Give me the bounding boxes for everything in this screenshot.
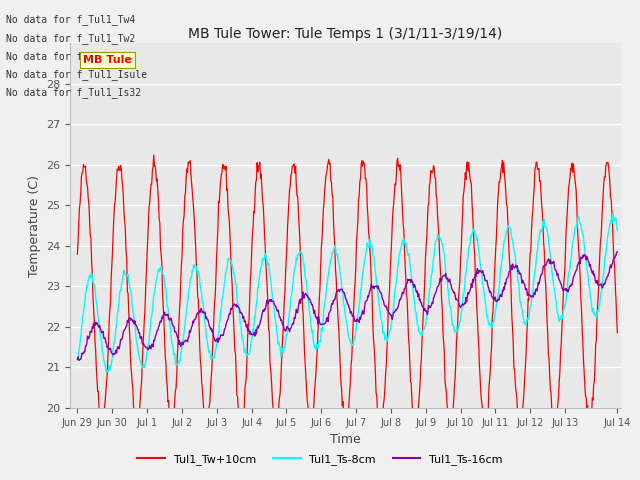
Tul1_Ts-8cm bbox=[418, 332, 426, 338]
Tul1_Ts-8cm bbox=[614, 228, 621, 234]
Tul1_Tw+10cm bbox=[74, 252, 81, 257]
Tul1_Ts-16cm bbox=[402, 283, 410, 288]
Tul1_Tw+10cm bbox=[614, 330, 621, 336]
Tul1_Ts-16cm bbox=[388, 313, 396, 319]
Tul1_Ts-16cm bbox=[108, 349, 115, 355]
Tul1_Ts-16cm bbox=[76, 357, 83, 363]
Tul1_Ts-8cm bbox=[609, 211, 617, 217]
Title: MB Tule Tower: Tule Temps 1 (3/1/11-3/19/14): MB Tule Tower: Tule Temps 1 (3/1/11-3/19… bbox=[188, 27, 503, 41]
Tul1_Ts-16cm bbox=[539, 265, 547, 271]
Tul1_Tw+10cm bbox=[150, 152, 157, 158]
Line: Tul1_Ts-16cm: Tul1_Ts-16cm bbox=[77, 252, 618, 360]
Tul1_Ts-8cm bbox=[103, 368, 111, 374]
Line: Tul1_Ts-8cm: Tul1_Ts-8cm bbox=[77, 214, 618, 371]
Text: No data for f_Tul1_Is2: No data for f_Tul1_Is2 bbox=[6, 51, 136, 62]
Text: No data for f_Tul1_Tw2: No data for f_Tul1_Tw2 bbox=[6, 33, 136, 44]
Tul1_Tw+10cm bbox=[403, 292, 410, 298]
Tul1_Tw+10cm bbox=[419, 324, 426, 329]
Text: No data for f_Tul1_Isule: No data for f_Tul1_Isule bbox=[6, 69, 147, 80]
Tul1_Ts-16cm bbox=[74, 356, 81, 362]
Tul1_Tw+10cm bbox=[99, 429, 106, 434]
Text: MB Tule: MB Tule bbox=[83, 55, 132, 65]
Tul1_Ts-8cm bbox=[74, 357, 81, 363]
Line: Tul1_Tw+10cm: Tul1_Tw+10cm bbox=[77, 155, 618, 432]
Tul1_Ts-16cm bbox=[614, 249, 621, 255]
Tul1_Tw+10cm bbox=[484, 407, 492, 413]
Tul1_Tw+10cm bbox=[388, 221, 396, 227]
Legend: Tul1_Tw+10cm, Tul1_Ts-8cm, Tul1_Ts-16cm: Tul1_Tw+10cm, Tul1_Ts-8cm, Tul1_Ts-16cm bbox=[132, 450, 508, 469]
Tul1_Ts-8cm bbox=[539, 219, 547, 225]
Tul1_Tw+10cm bbox=[540, 240, 547, 246]
Tul1_Ts-8cm bbox=[402, 243, 410, 249]
Tul1_Ts-16cm bbox=[418, 303, 426, 309]
X-axis label: Time: Time bbox=[330, 433, 361, 446]
Text: No data for f_Tul1_Tw4: No data for f_Tul1_Tw4 bbox=[6, 14, 136, 25]
Y-axis label: Temperature (C): Temperature (C) bbox=[28, 175, 41, 276]
Tul1_Ts-16cm bbox=[484, 281, 492, 287]
Tul1_Ts-8cm bbox=[388, 321, 396, 326]
Tul1_Ts-8cm bbox=[108, 362, 115, 368]
Tul1_Tw+10cm bbox=[108, 276, 115, 282]
Text: No data for f_Tul1_Is32: No data for f_Tul1_Is32 bbox=[6, 87, 141, 98]
Tul1_Ts-8cm bbox=[484, 312, 492, 318]
